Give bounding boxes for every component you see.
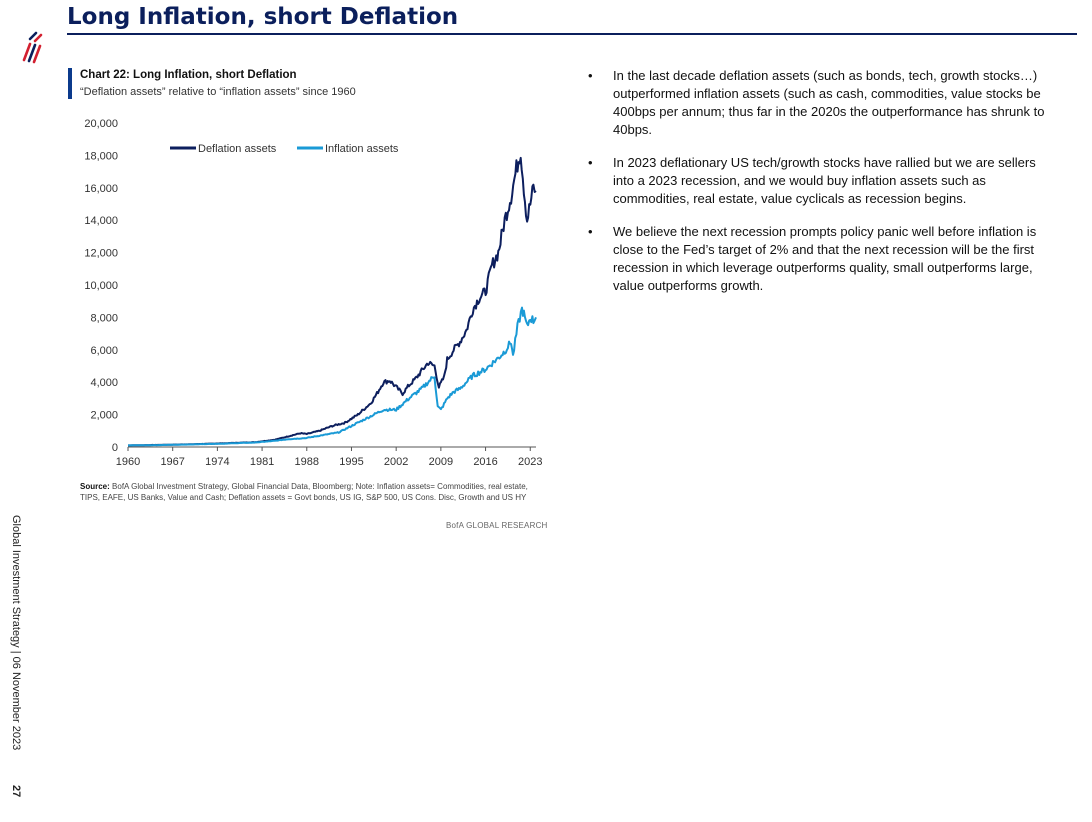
y-tick-label: 12,000 xyxy=(84,248,118,260)
chart-title: Chart 22: Long Inflation, short Deflatio… xyxy=(80,69,297,81)
document-info: Global Investment Strategy | 06 November… xyxy=(10,515,22,751)
y-tick-label: 10,000 xyxy=(84,280,118,292)
bank-logo-icon xyxy=(22,31,43,64)
y-tick-label: 16,000 xyxy=(84,183,118,195)
research-credit: BofA GLOBAL RESEARCH xyxy=(446,521,548,530)
x-tick-label: 2023 xyxy=(518,456,542,468)
y-axis: 0 2,000 4,000 6,000 8,000 10,000 12,000 14,000 1… xyxy=(84,118,118,454)
x-tick-label: 1981 xyxy=(250,456,274,468)
y-tick-label: 4,000 xyxy=(90,377,118,389)
deflation-assets-line xyxy=(128,156,537,447)
legend-label: Inflation assets xyxy=(325,143,399,155)
bullet-dot: • xyxy=(588,68,593,83)
chart-accent-bar xyxy=(68,68,72,99)
bullet-text: We believe the next recession prompts po… xyxy=(613,224,1037,293)
inflation-assets-line xyxy=(128,306,537,447)
x-tick-label: 1974 xyxy=(205,456,229,468)
y-tick-label: 2,000 xyxy=(90,410,118,422)
x-tick-label: 1967 xyxy=(160,456,184,468)
page-title: Long Inflation, short Deflation xyxy=(67,4,459,30)
y-tick-label: 18,000 xyxy=(84,150,118,162)
y-tick-label: 14,000 xyxy=(84,215,118,227)
source-label: Source: xyxy=(80,482,110,491)
x-tick-label: 2002 xyxy=(384,456,408,468)
chart-series xyxy=(128,156,537,447)
bullet-item: • We believe the next recession prompts p… xyxy=(588,223,1058,295)
source-text: BofA Global Investment Strategy, Global … xyxy=(80,482,528,502)
bullet-text: In the last decade deflation assets (suc… xyxy=(613,68,1045,137)
bullet-text: In 2023 deflationary US tech/growth stoc… xyxy=(613,155,1036,206)
y-tick-label: 0 xyxy=(112,442,118,454)
bullet-item: • In 2023 deflationary US tech/growth sto… xyxy=(588,154,1058,208)
chart-source: Source: BofA Global Investment Strategy,… xyxy=(80,481,540,503)
bullet-list: • In the last decade deflation assets (su… xyxy=(588,67,1058,310)
y-tick-label: 6,000 xyxy=(90,345,118,357)
bullet-item: • In the last decade deflation assets (su… xyxy=(588,67,1058,139)
title-divider xyxy=(67,33,1077,35)
x-tick-label: 1995 xyxy=(339,456,363,468)
bullet-dot: • xyxy=(588,224,593,239)
x-tick-label: 2016 xyxy=(473,456,497,468)
line-chart: 0 2,000 4,000 6,000 8,000 10,000 12,000 14,000 1… xyxy=(84,118,542,468)
x-axis: 1960 1967 1974 1981 1988 1995 2002 2009 2016 2023 xyxy=(116,446,542,468)
x-tick-label: 1960 xyxy=(116,456,140,468)
y-tick-label: 8,000 xyxy=(90,312,118,324)
page-number: 27 xyxy=(10,785,22,798)
x-tick-label: 1988 xyxy=(295,456,319,468)
chart-legend: Deflation assets Inflation assets xyxy=(170,143,399,155)
legend-label: Deflation assets xyxy=(198,143,277,155)
bullet-dot: • xyxy=(588,155,593,170)
y-tick-label: 20,000 xyxy=(84,118,118,130)
side-footer: Global Investment Strategy | 06 November… xyxy=(2,515,22,798)
x-tick-label: 2009 xyxy=(429,456,453,468)
chart-subtitle: “Deflation assets” relative to “inflatio… xyxy=(80,86,356,98)
